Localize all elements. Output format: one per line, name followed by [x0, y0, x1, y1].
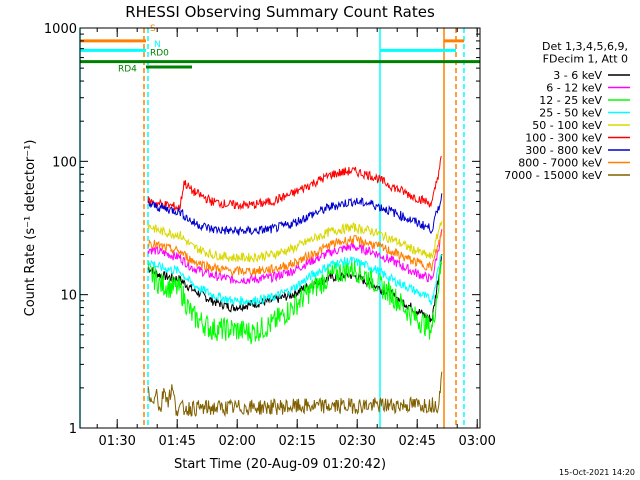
series-line-8	[147, 371, 443, 418]
legend-label: 300 - 800 keV	[525, 144, 602, 157]
flag-label-rd4: RD4	[118, 65, 137, 75]
chart-title: RHESSI Observing Summary Count Rates	[125, 3, 435, 21]
flag-label-s: S	[150, 24, 156, 34]
legend-label: 50 - 100 keV	[532, 119, 602, 132]
legend-label: 3 - 6 keV	[553, 69, 602, 82]
x-tick-label: 02:00	[218, 434, 255, 449]
footer-date: 15-Oct-2021 14:20	[559, 468, 635, 477]
y-tick-label: 1000	[44, 22, 77, 37]
y-tick-label: 100	[52, 155, 77, 170]
legend-label: 800 - 7000 keV	[518, 157, 602, 170]
x-tick-label: 02:15	[278, 434, 315, 449]
series-line-7	[147, 231, 443, 278]
x-tick-label: 03:00	[458, 434, 495, 449]
x-axis-label: Start Time (20-Aug-09 01:20:42)	[174, 457, 386, 472]
x-tick-label: 01:30	[98, 434, 135, 449]
legend-label: 25 - 50 keV	[539, 107, 602, 120]
x-tick-label: 02:30	[338, 434, 375, 449]
plot-frame	[79, 27, 481, 429]
series-line-6	[147, 193, 443, 236]
series-line-1	[147, 229, 443, 285]
series-line-4	[147, 221, 443, 264]
series-line-2	[147, 257, 443, 345]
flag-label-n: N	[154, 40, 161, 50]
flag-label-rd0: RD0	[150, 49, 169, 59]
y-axis-label: Count Rate (s⁻¹ detector⁻¹)	[23, 140, 38, 317]
series-line-5	[147, 156, 442, 211]
legend-label: 12 - 25 keV	[539, 94, 602, 107]
legend: Det 1,3,4,5,6,9,FDecim 1, Att 0 3 - 6 keV…	[504, 40, 630, 182]
axes: 1 10 100 1000 01:30 01:45 02:00 02:15 02:30 02:45…	[44, 22, 496, 449]
legend-label: 100 - 300 keV	[525, 132, 602, 145]
series-line-3	[147, 254, 443, 306]
legend-label: 7000 - 15000 keV	[504, 169, 602, 182]
legend-label: 6 - 12 keV	[546, 82, 602, 95]
legend-header-line: FDecim 1, Att 0	[543, 53, 628, 66]
y-tick-label: 1	[69, 422, 77, 437]
x-tick-label: 01:45	[158, 434, 195, 449]
y-tick-label: 10	[60, 289, 77, 304]
x-tick-label: 02:45	[398, 434, 435, 449]
legend-header-line: Det 1,3,4,5,6,9,	[542, 40, 628, 53]
